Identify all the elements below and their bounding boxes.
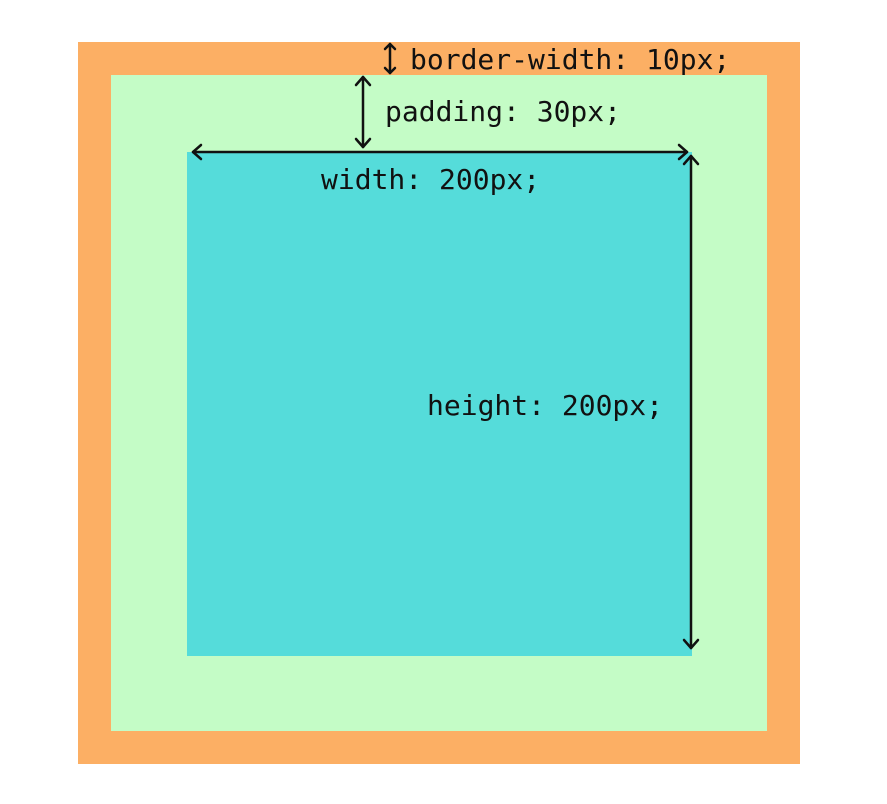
width-label: width: 200px; [321, 163, 541, 196]
height-label: height: 200px; [427, 389, 664, 422]
border-width-label: border-width: 10px; [410, 43, 731, 76]
content-area [187, 152, 692, 656]
padding-label: padding: 30px; [385, 95, 622, 128]
